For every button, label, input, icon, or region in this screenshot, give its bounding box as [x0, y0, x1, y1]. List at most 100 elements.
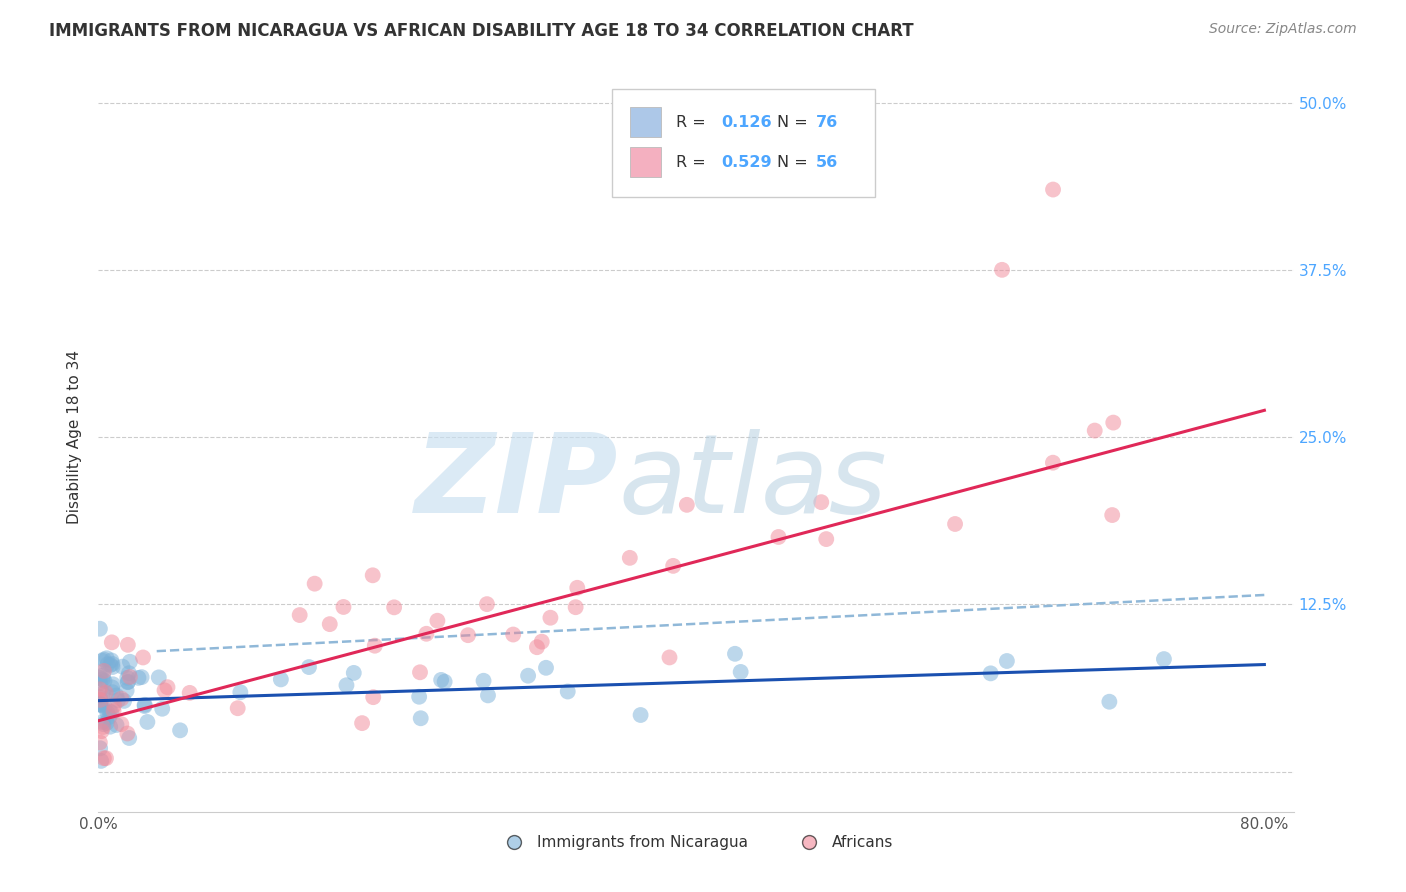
Point — [457, 628, 479, 642]
Point — [89, 671, 111, 685]
Point — [298, 660, 321, 674]
Text: ZIP: ZIP — [415, 428, 619, 535]
Point — [90, 724, 112, 739]
Point — [89, 668, 111, 682]
Point — [619, 550, 641, 565]
Legend: Immigrants from Nicaragua, Africans: Immigrants from Nicaragua, Africans — [492, 830, 900, 856]
Point — [134, 699, 156, 714]
Point — [110, 717, 132, 731]
Point — [557, 684, 579, 698]
Point — [730, 665, 752, 679]
Point — [630, 708, 652, 723]
Point — [117, 671, 139, 685]
Point — [96, 651, 118, 665]
Point — [364, 639, 387, 653]
Point — [94, 751, 117, 765]
Text: R =: R = — [676, 154, 710, 169]
Point — [538, 611, 561, 625]
Point — [111, 659, 134, 673]
Point — [100, 706, 122, 720]
Point — [304, 576, 326, 591]
Point — [101, 657, 124, 671]
Point — [105, 689, 128, 703]
Point — [89, 690, 111, 705]
Point — [179, 686, 201, 700]
Point — [101, 660, 124, 674]
Point — [103, 704, 125, 718]
Point — [115, 683, 138, 698]
Text: 0.126: 0.126 — [721, 115, 772, 130]
Point — [153, 683, 176, 698]
Point — [101, 685, 124, 699]
Point — [335, 678, 357, 692]
Point — [93, 700, 115, 714]
Point — [98, 710, 121, 724]
Point — [118, 670, 141, 684]
Point — [676, 498, 699, 512]
Point — [534, 661, 557, 675]
Point — [148, 670, 170, 684]
Point — [943, 516, 966, 531]
Point — [98, 705, 121, 719]
Point — [101, 635, 124, 649]
Point — [502, 627, 524, 641]
Point — [93, 652, 115, 666]
Point — [91, 668, 114, 682]
Point — [567, 581, 589, 595]
Point — [430, 673, 453, 687]
Point — [226, 701, 249, 715]
Point — [1153, 652, 1175, 666]
Point — [110, 691, 132, 706]
Point — [118, 655, 141, 669]
Point — [270, 673, 292, 687]
Point — [97, 657, 120, 672]
Point — [229, 685, 252, 699]
Point — [90, 698, 112, 712]
Point — [89, 698, 111, 712]
Point — [332, 599, 354, 614]
Point — [658, 650, 681, 665]
Point — [90, 754, 112, 768]
Point — [352, 716, 374, 731]
Point — [89, 697, 111, 711]
Point — [343, 665, 366, 680]
Bar — [630, 107, 661, 137]
Text: atlas: atlas — [619, 428, 887, 535]
Point — [409, 711, 432, 725]
Point — [91, 714, 114, 729]
Point — [105, 718, 128, 732]
Text: 0.529: 0.529 — [721, 154, 772, 169]
Point — [117, 726, 139, 740]
Point — [1102, 416, 1125, 430]
Point — [101, 677, 124, 691]
Point — [118, 731, 141, 745]
Point — [361, 568, 384, 582]
Point — [93, 664, 115, 678]
Point — [98, 720, 121, 734]
Point — [93, 717, 115, 731]
Point — [1042, 183, 1064, 197]
Point — [1084, 424, 1107, 438]
Text: Source: ZipAtlas.com: Source: ZipAtlas.com — [1209, 22, 1357, 37]
Point — [101, 681, 124, 695]
Point — [112, 694, 135, 708]
Point — [1101, 508, 1123, 522]
Point — [107, 693, 129, 707]
Point — [156, 680, 179, 694]
Point — [91, 673, 114, 687]
Point — [91, 720, 114, 734]
Point — [89, 693, 111, 707]
Point — [132, 650, 155, 665]
Point — [517, 669, 540, 683]
Text: N =: N = — [778, 154, 813, 169]
Point — [477, 689, 499, 703]
Text: IMMIGRANTS FROM NICARAGUA VS AFRICAN DISABILITY AGE 18 TO 34 CORRELATION CHART: IMMIGRANTS FROM NICARAGUA VS AFRICAN DIS… — [49, 22, 914, 40]
Point — [93, 751, 115, 765]
Point — [530, 634, 553, 648]
Point — [100, 653, 122, 667]
Point — [980, 666, 1002, 681]
Text: 76: 76 — [815, 115, 838, 130]
Point — [91, 686, 114, 700]
Point — [89, 676, 111, 690]
Point — [662, 558, 685, 573]
